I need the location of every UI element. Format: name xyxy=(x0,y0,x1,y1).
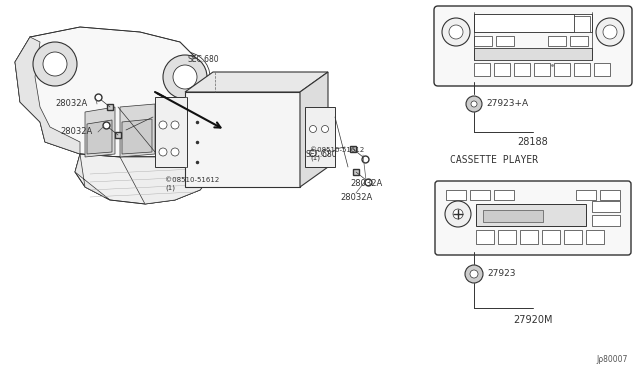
Circle shape xyxy=(465,265,483,283)
Circle shape xyxy=(471,101,477,107)
Bar xyxy=(514,63,530,76)
Circle shape xyxy=(453,209,463,219)
Circle shape xyxy=(603,25,617,39)
Bar xyxy=(564,230,582,244)
Circle shape xyxy=(159,121,167,129)
Bar xyxy=(586,230,604,244)
Circle shape xyxy=(33,42,77,86)
Polygon shape xyxy=(122,119,152,154)
Circle shape xyxy=(171,148,179,156)
Text: Jρ80007: Jρ80007 xyxy=(596,355,628,364)
Circle shape xyxy=(470,270,478,278)
Text: CASSETTE PLAYER: CASSETTE PLAYER xyxy=(450,155,538,165)
Circle shape xyxy=(445,201,471,227)
Circle shape xyxy=(596,18,624,46)
Bar xyxy=(496,36,514,46)
Circle shape xyxy=(310,125,317,132)
Text: 28032A: 28032A xyxy=(340,192,372,202)
Bar xyxy=(594,63,610,76)
Bar xyxy=(554,63,570,76)
Bar xyxy=(474,14,592,32)
Bar xyxy=(446,190,466,200)
Polygon shape xyxy=(75,154,110,200)
Polygon shape xyxy=(75,127,215,204)
Polygon shape xyxy=(85,107,115,157)
Bar xyxy=(474,48,592,60)
Circle shape xyxy=(171,121,179,129)
Circle shape xyxy=(159,148,167,156)
Bar xyxy=(185,92,300,187)
Bar xyxy=(574,16,590,32)
Bar xyxy=(592,215,620,226)
Polygon shape xyxy=(120,127,215,204)
Bar xyxy=(534,63,550,76)
Circle shape xyxy=(163,55,207,99)
Polygon shape xyxy=(120,104,155,157)
Polygon shape xyxy=(300,72,328,187)
Bar xyxy=(476,204,586,226)
Circle shape xyxy=(466,96,482,112)
Text: 28188: 28188 xyxy=(518,137,548,147)
Bar xyxy=(155,97,187,167)
Bar xyxy=(483,210,543,222)
Text: SEC.680: SEC.680 xyxy=(187,55,219,64)
Text: ©08510-51612
(1): ©08510-51612 (1) xyxy=(165,177,220,191)
Bar xyxy=(542,230,560,244)
Bar xyxy=(498,230,516,244)
Polygon shape xyxy=(160,114,200,157)
Circle shape xyxy=(43,52,67,76)
Circle shape xyxy=(310,150,317,157)
Text: SEC.680: SEC.680 xyxy=(305,150,337,159)
Polygon shape xyxy=(15,37,80,154)
Polygon shape xyxy=(87,120,112,154)
Bar xyxy=(548,36,566,46)
Bar xyxy=(470,190,490,200)
Circle shape xyxy=(442,18,470,46)
FancyBboxPatch shape xyxy=(435,181,631,255)
Bar xyxy=(600,190,620,200)
Text: 27920M: 27920M xyxy=(513,315,553,325)
Circle shape xyxy=(173,65,197,89)
Text: 28032A: 28032A xyxy=(55,99,87,109)
Bar xyxy=(474,36,492,46)
Bar xyxy=(474,63,490,76)
Bar xyxy=(576,190,596,200)
Text: 28032A: 28032A xyxy=(350,180,382,189)
Polygon shape xyxy=(185,72,328,92)
Circle shape xyxy=(449,25,463,39)
Bar xyxy=(592,201,620,212)
Bar xyxy=(574,63,590,76)
Text: ©08510-51612
(1): ©08510-51612 (1) xyxy=(310,147,364,161)
Bar xyxy=(305,107,335,167)
Text: 27923: 27923 xyxy=(487,269,515,279)
Polygon shape xyxy=(15,27,220,157)
FancyBboxPatch shape xyxy=(434,6,632,86)
Bar xyxy=(494,63,510,76)
Bar xyxy=(474,14,574,32)
Bar xyxy=(570,36,588,46)
Bar xyxy=(476,230,494,244)
Bar xyxy=(520,230,538,244)
Bar xyxy=(494,190,514,200)
Text: 28032A: 28032A xyxy=(60,128,92,137)
Circle shape xyxy=(321,150,328,157)
Circle shape xyxy=(321,125,328,132)
Text: 27923+A: 27923+A xyxy=(486,99,528,109)
